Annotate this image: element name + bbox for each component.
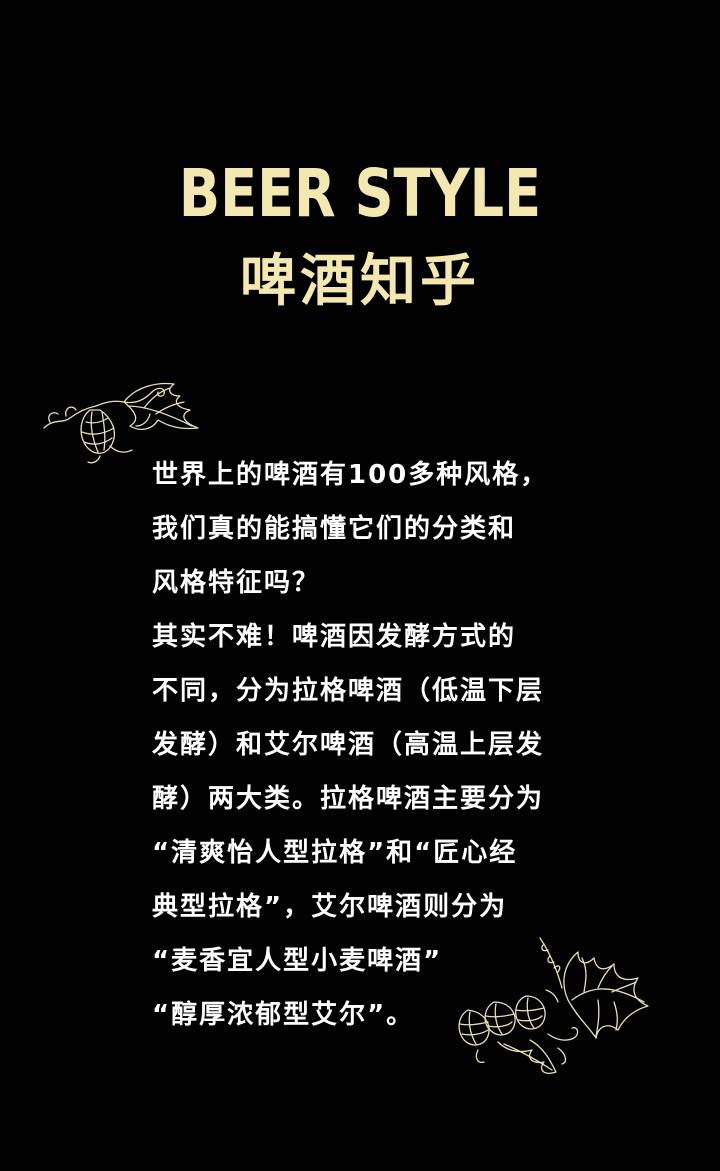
title-english: BEER STYLE <box>178 155 542 232</box>
text-line: “清爽怡人型拉格”和“匠心经 <box>152 838 518 868</box>
text-line: 风格特征吗？ <box>152 568 321 598</box>
title-chinese: 啤酒知乎 <box>240 249 480 314</box>
hop-branch-icon <box>43 382 199 464</box>
text-line: “麦香宜人型小麦啤酒” <box>152 946 443 976</box>
text-line: 其实不难！啤酒因发酵方式的 <box>152 622 517 652</box>
text-line: 酵）两大类。拉格啤酒主要分为 <box>152 784 545 814</box>
text-line: “醇厚浓郁型艾尔”。 <box>152 1000 415 1030</box>
description-text: 世界上的啤酒有100多种风格， 我们真的能搞懂它们的分类和 风格特征吗？ 其实不… <box>152 448 592 1042</box>
hop-cluster-icon <box>458 937 649 1074</box>
text-line: 典型拉格”，艾尔啤酒则分为 <box>152 892 508 922</box>
text-line: 我们真的能搞懂它们的分类和 <box>152 514 517 544</box>
text-line: 世界上的啤酒有100多种风格， <box>152 460 549 490</box>
text-line: 不同，分为拉格啤酒（低温下层 <box>152 676 545 706</box>
text-line: 发酵）和艾尔啤酒（高温上层发 <box>152 730 545 760</box>
